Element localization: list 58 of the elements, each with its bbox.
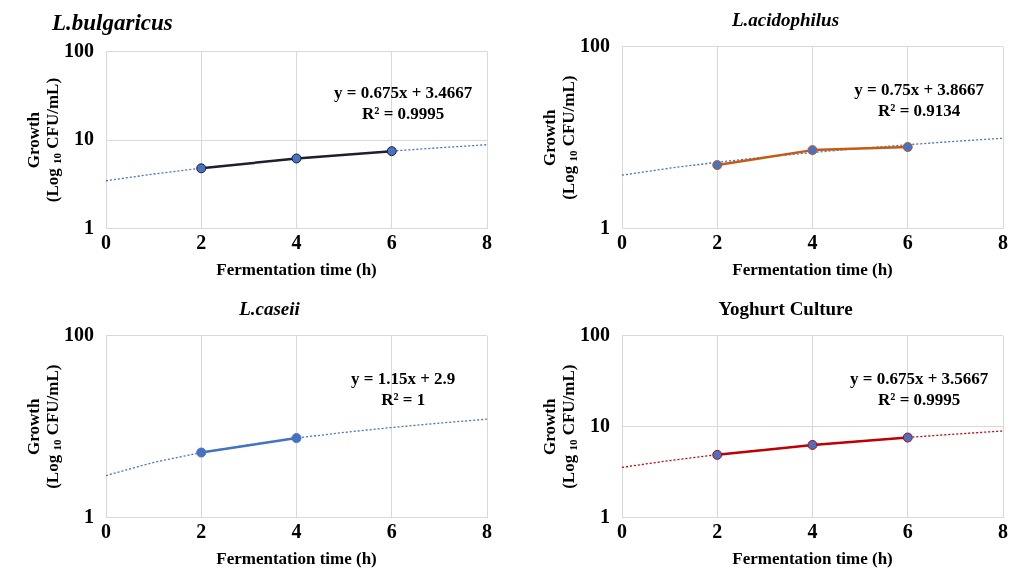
x-tick-label: 8 xyxy=(482,230,492,253)
x-axis-title: Fermentation time (h) xyxy=(216,549,377,569)
x-tick-label: 0 xyxy=(101,519,111,542)
x-axis-title: Fermentation time (h) xyxy=(732,549,893,569)
x-tick-label: 0 xyxy=(617,230,627,253)
chart-title: L.caseii xyxy=(238,298,301,320)
y-tick-label: 1 xyxy=(600,215,610,238)
chart-title: Yoghurt Culture xyxy=(718,298,853,320)
y-tick-label: 10 xyxy=(590,413,610,436)
x-tick-label: 2 xyxy=(196,230,207,253)
point xyxy=(807,145,818,156)
point xyxy=(196,163,207,174)
x-tick-label: 6 xyxy=(386,230,397,253)
annotation: y = 1.15x + 2.9 xyxy=(350,368,456,388)
y-tick-label: 100 xyxy=(580,322,610,345)
annotation: y = 0.75x + 3.8667 xyxy=(854,79,985,99)
annotation: R² = 0.9995 xyxy=(362,104,445,124)
line-series xyxy=(106,418,487,477)
x-tick-label: 2 xyxy=(712,230,723,253)
x-tick-label: 4 xyxy=(291,230,302,253)
x-tick-label: 6 xyxy=(386,519,397,542)
x-axis-title: Fermentation time (h) xyxy=(216,260,377,280)
point xyxy=(902,142,913,153)
point xyxy=(902,432,913,443)
annotation: y = 0.675x + 3.4667 xyxy=(333,83,473,103)
y-tick-label: 1 xyxy=(600,504,610,527)
x-tick-label: 6 xyxy=(902,230,913,253)
line-series xyxy=(622,430,1003,469)
annotation: R² = 1 xyxy=(381,389,426,409)
x-tick-label: 2 xyxy=(712,519,723,542)
annotation: R² = 0.9134 xyxy=(878,100,961,120)
point xyxy=(712,160,723,171)
x-tick-label: 6 xyxy=(902,519,913,542)
x-tick-label: 4 xyxy=(807,230,818,253)
point xyxy=(807,439,818,450)
x-tick-label: 0 xyxy=(101,230,111,253)
y-tick-label: 100 xyxy=(64,38,94,61)
x-tick-label: 8 xyxy=(998,519,1008,542)
x-tick-label: 8 xyxy=(998,230,1008,253)
x-tick-label: 4 xyxy=(807,519,818,542)
y-tick-label: 100 xyxy=(580,33,610,56)
x-axis-title: Fermentation time (h) xyxy=(732,260,893,280)
annotation: R² = 0.9995 xyxy=(878,389,961,409)
y-tick-label: 1 xyxy=(84,215,94,238)
y-tick-label: 1 xyxy=(84,504,94,527)
annotation: y = 0.675x + 3.5667 xyxy=(849,368,989,388)
x-tick-label: 0 xyxy=(617,519,627,542)
chart-title: L.bulgaricus xyxy=(51,9,173,35)
point xyxy=(712,449,723,460)
x-tick-label: 8 xyxy=(482,519,492,542)
x-tick-label: 2 xyxy=(196,519,207,542)
point xyxy=(291,153,302,164)
chart-title: L.acidophilus xyxy=(730,9,840,31)
y-tick-label: 100 xyxy=(64,322,94,345)
line-series xyxy=(622,137,1003,176)
point xyxy=(386,146,397,157)
y-tick-label: 10 xyxy=(74,127,94,150)
x-tick-label: 4 xyxy=(291,519,302,542)
